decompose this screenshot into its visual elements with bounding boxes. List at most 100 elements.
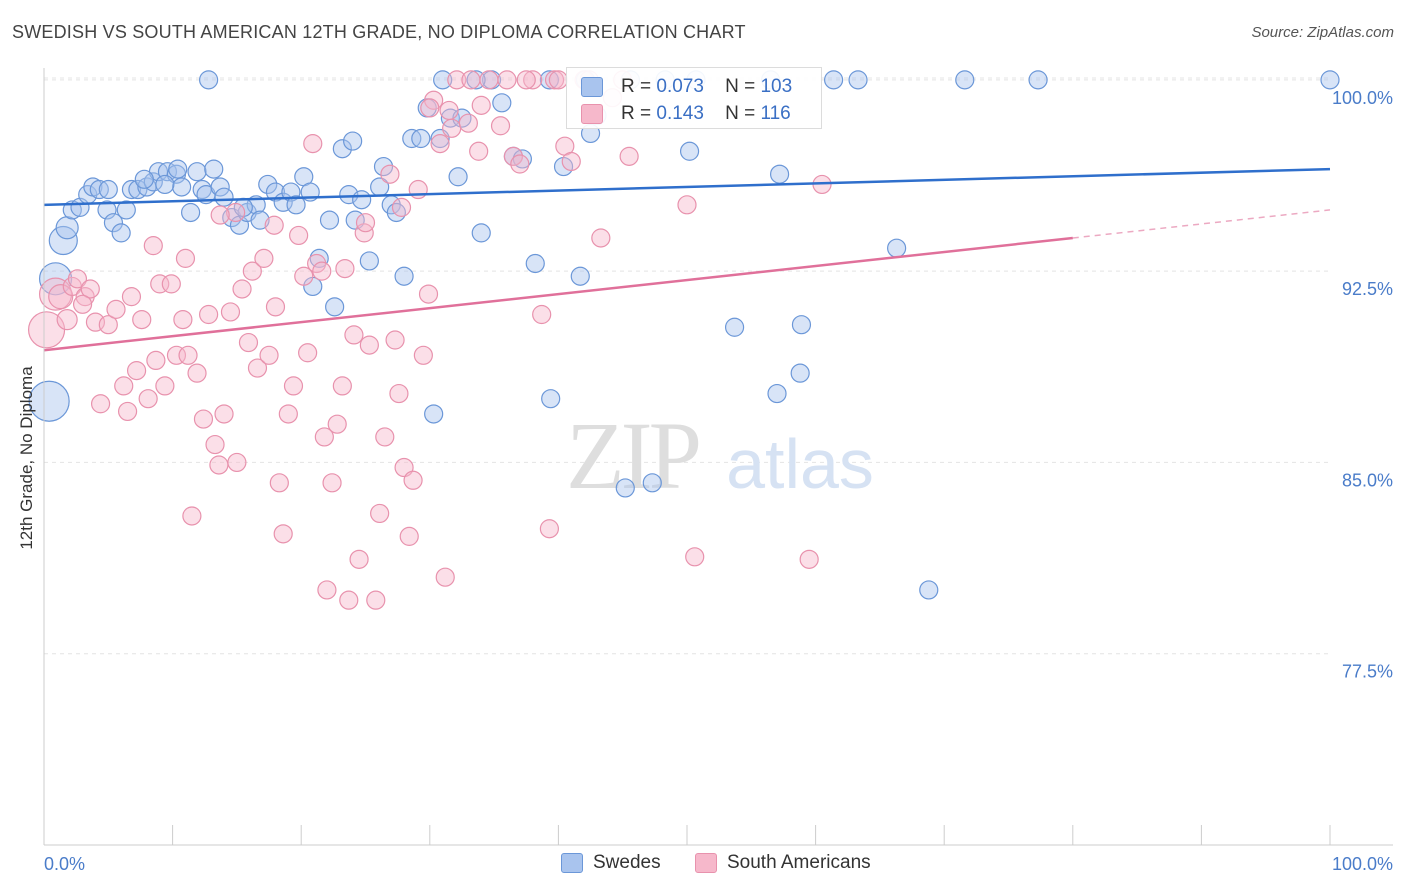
data-point (204, 159, 224, 179)
data-point (799, 549, 819, 569)
y-tick-label: 77.5% (1342, 662, 1393, 682)
stats-n-label: N = (725, 76, 756, 97)
stats-r-value-swedes: 0.073 (656, 76, 704, 97)
data-point (173, 309, 193, 330)
data-point (359, 335, 379, 355)
data-point (106, 299, 126, 319)
data-point (887, 238, 907, 258)
data-point (767, 383, 787, 404)
data-point (471, 95, 491, 115)
y-tick-label: 85.0% (1342, 470, 1393, 490)
data-point (642, 473, 662, 493)
data-point (332, 139, 352, 159)
data-point (955, 70, 975, 90)
data-point (168, 159, 188, 179)
trend-lines (43, 167, 1331, 352)
data-point (399, 526, 419, 546)
data-point (210, 205, 230, 225)
data-point (375, 427, 395, 447)
data-point (121, 179, 142, 200)
y-tick-labels: 77.5% 85.0% 92.5% 100.0% (1332, 88, 1393, 682)
data-point (394, 266, 414, 286)
data-point (283, 376, 304, 396)
data-point (403, 470, 423, 490)
y-tick-label: 92.5% (1342, 279, 1393, 299)
data-point (724, 317, 745, 337)
legend-item-south-americans[interactable]: South Americans (695, 852, 871, 874)
data-point (265, 182, 286, 202)
data-point (413, 345, 433, 365)
data-point (677, 195, 697, 215)
data-point (172, 177, 192, 197)
stats-r-value-south-americans: 0.143 (656, 103, 704, 124)
grid-lines (44, 77, 1330, 655)
data-point (227, 452, 247, 473)
data-point (214, 404, 234, 424)
chart-source: Source: ZipAtlas.com (1251, 24, 1394, 41)
data-point (479, 70, 499, 90)
x-tick-label-min: 0.0% (44, 854, 85, 874)
data-point (448, 167, 468, 187)
data-point (298, 343, 318, 363)
y-tick-label: 100.0% (1332, 88, 1393, 108)
data-point (919, 580, 939, 600)
data-point (327, 414, 347, 434)
data-point (523, 70, 543, 90)
data-point (539, 519, 559, 539)
data-point (178, 345, 198, 365)
data-point (373, 156, 394, 177)
data-point (570, 266, 590, 286)
watermark-atlas: atlas (726, 425, 874, 503)
data-point (433, 70, 453, 90)
data-point (265, 297, 286, 317)
data-point (175, 248, 196, 268)
data-point (1028, 70, 1048, 90)
legend-label-swedes: Swedes (593, 852, 661, 873)
data-point (440, 108, 460, 128)
data-point (138, 389, 158, 409)
data-point (548, 70, 569, 90)
data-point (226, 202, 246, 223)
series-swedes (28, 70, 1340, 600)
trend-line-swedes (43, 167, 1331, 207)
chart-title: SWEDISH VS SOUTH AMERICAN 12TH GRADE, NO… (12, 22, 746, 42)
data-point (380, 164, 400, 184)
y-axis-label: 12th Grade, No Diploma (17, 366, 36, 550)
data-point (250, 210, 270, 230)
data-point (258, 174, 278, 195)
data-point (335, 258, 355, 279)
data-point (67, 269, 88, 289)
legend-item-swedes[interactable]: Swedes (561, 852, 661, 874)
data-point (103, 213, 124, 233)
data-point (420, 98, 440, 118)
data-point (679, 141, 700, 161)
data-point (525, 253, 545, 274)
data-point (619, 146, 639, 166)
data-point (56, 308, 78, 331)
data-point (471, 223, 491, 243)
data-point (80, 279, 100, 299)
stats-legend: R = 0.073 N = 103 R = 0.143 N = 116 (566, 67, 822, 129)
data-point (116, 200, 136, 220)
data-point (366, 590, 386, 610)
data-point (312, 261, 332, 281)
data-point (48, 284, 74, 310)
data-point (155, 174, 175, 195)
trend-line-south-americans-extension (1072, 209, 1331, 239)
data-point (824, 70, 844, 90)
data-point (424, 404, 444, 424)
stats-n-label-2: N = (725, 103, 756, 124)
data-point (117, 401, 138, 422)
data-point (354, 223, 374, 243)
data-point (143, 236, 163, 256)
data-point (532, 304, 552, 325)
data-point (461, 70, 481, 90)
data-point (269, 473, 289, 493)
data-point (199, 70, 219, 90)
data-point (72, 294, 93, 314)
data-point (790, 363, 810, 383)
data-point (317, 580, 337, 600)
data-point (121, 287, 142, 307)
data-point (28, 380, 70, 422)
